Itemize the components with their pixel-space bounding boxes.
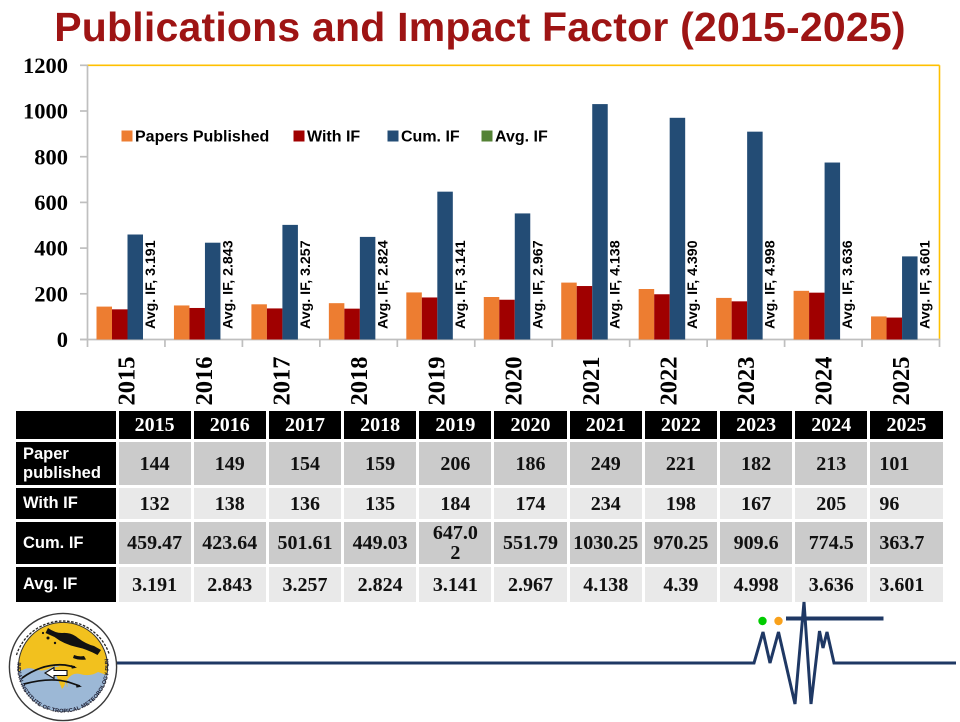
svg-text:0: 0: [57, 327, 68, 352]
svg-text:600: 600: [34, 190, 68, 215]
svg-text:Avg. IF, 3.257: Avg. IF, 3.257: [298, 240, 314, 329]
svg-text:1000: 1000: [23, 99, 68, 124]
svg-text:2024: 2024: [811, 357, 838, 406]
svg-text:200: 200: [34, 281, 68, 306]
svg-text:2022: 2022: [656, 357, 683, 406]
svg-text:2023: 2023: [733, 357, 760, 406]
svg-text:400: 400: [34, 236, 68, 261]
svg-text:2016: 2016: [191, 357, 218, 406]
svg-text:Avg. IF: Avg. IF: [495, 129, 548, 146]
svg-text:2019: 2019: [423, 357, 450, 406]
svg-text:Avg. IF, 3.636: Avg. IF, 3.636: [840, 240, 856, 329]
svg-text:800: 800: [34, 144, 68, 169]
svg-text:1200: 1200: [23, 53, 68, 78]
svg-text:Avg. IF, 4.138: Avg. IF, 4.138: [608, 240, 624, 329]
svg-text:Avg. IF, 2.843: Avg. IF, 2.843: [220, 240, 236, 329]
svg-text:Papers Published: Papers Published: [135, 129, 269, 146]
svg-text:2017: 2017: [268, 357, 295, 406]
svg-text:2015: 2015: [113, 357, 140, 406]
svg-text:Cum. IF: Cum. IF: [401, 129, 460, 146]
svg-text:Avg. IF, 3.141: Avg. IF, 3.141: [453, 240, 469, 329]
svg-text:Avg. IF, 2.824: Avg. IF, 2.824: [375, 240, 391, 329]
svg-text:2018: 2018: [346, 357, 373, 406]
svg-text:With IF: With IF: [307, 129, 360, 146]
svg-text:Avg. IF, 2.967: Avg. IF, 2.967: [530, 240, 546, 329]
svg-text:Avg. IF, 4.390: Avg. IF, 4.390: [685, 240, 701, 329]
svg-text:Avg. IF, 4.998: Avg. IF, 4.998: [763, 240, 779, 329]
svg-text:2025: 2025: [888, 357, 915, 406]
svg-text:2021: 2021: [578, 357, 605, 406]
svg-text:Avg. IF, 3.191: Avg. IF, 3.191: [143, 240, 159, 329]
svg-text:Avg. IF, 3.601: Avg. IF, 3.601: [918, 240, 934, 329]
svg-text:2020: 2020: [501, 357, 528, 406]
